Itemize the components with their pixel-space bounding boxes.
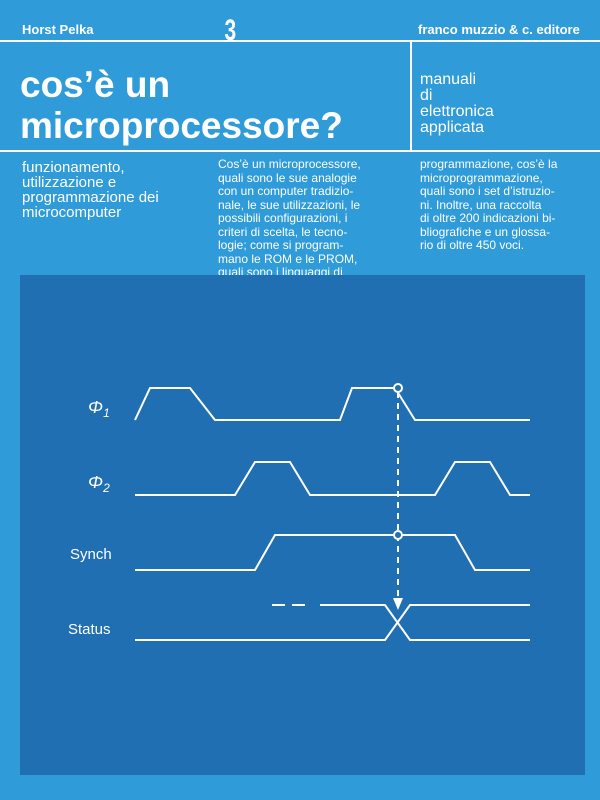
volume-number: 3: [224, 14, 237, 47]
title: cos’è un microprocessore?: [20, 66, 343, 144]
description-line: microprogrammazione,: [420, 170, 543, 185]
description-line: bliografiche e un glossa-: [420, 224, 551, 239]
series-line: manuali: [420, 71, 477, 88]
diagram-panel: [20, 275, 585, 775]
description-line: criteri di scelta, le tecno-: [218, 224, 348, 239]
title-line: cos’è un: [20, 64, 171, 105]
series-line: elettronica: [420, 103, 494, 120]
description-line: logie; come si program-: [218, 238, 344, 252]
description-line: nale, le sue utilizzazioni, le: [218, 197, 361, 212]
phi2-wave: [135, 461, 530, 496]
title-line: microprocessore?: [20, 105, 343, 146]
description-column: programmazione, cos’è la microprogrammazi…: [420, 157, 558, 253]
phi1-wave: [134, 387, 530, 421]
synch-wave: [135, 534, 530, 571]
description-line: programmazione, cos’è la: [420, 157, 558, 171]
symbol: Φ: [88, 472, 103, 492]
subscript: 2: [102, 481, 110, 495]
series: manuali di elettronica applicata: [420, 72, 494, 136]
author: Horst Pelka: [22, 22, 94, 37]
arrow-head: [393, 598, 403, 610]
description-line: quali sono le sue analogie: [218, 170, 357, 185]
rule: [0, 40, 600, 42]
series-line: di: [420, 87, 433, 104]
signal-label: Φ1: [88, 397, 110, 420]
signal-label: Synch: [70, 546, 112, 563]
description-line: quali sono i set d’istruzio-: [420, 184, 555, 198]
description-line: ni. Inoltre, una raccolta: [420, 197, 542, 212]
symbol: Φ: [88, 397, 103, 417]
description-line: Cos’è un microprocessore,: [218, 157, 361, 171]
signal-label: Φ2: [88, 472, 110, 495]
description-line: rio di oltre 450 voci.: [420, 238, 525, 252]
publisher: franco muzzio & c. editore: [418, 22, 580, 37]
marker: [393, 530, 403, 540]
subtitle-line: microcomputer: [22, 204, 122, 221]
rule: [0, 150, 600, 152]
description-line: di oltre 200 indicazioni bi-: [420, 211, 556, 225]
status-wave: [135, 604, 530, 641]
subtitle-line: funzionamento,: [22, 159, 125, 176]
description-line: possibili configurazioni, i: [218, 211, 348, 225]
marker: [393, 383, 403, 393]
description-line: mano le ROM e le PROM,: [218, 251, 358, 266]
signal-label: Status: [68, 621, 111, 638]
subtitle-line: programmazione dei: [22, 189, 159, 206]
series-line: applicata: [420, 119, 485, 136]
subscript: 1: [103, 406, 110, 420]
divider: [410, 40, 412, 152]
subtitle: funzionamento, utilizzazione e programmazi…: [22, 160, 159, 220]
description-line: con un computer tradizio-: [218, 184, 354, 198]
subtitle-line: utilizzazione e: [22, 174, 117, 191]
